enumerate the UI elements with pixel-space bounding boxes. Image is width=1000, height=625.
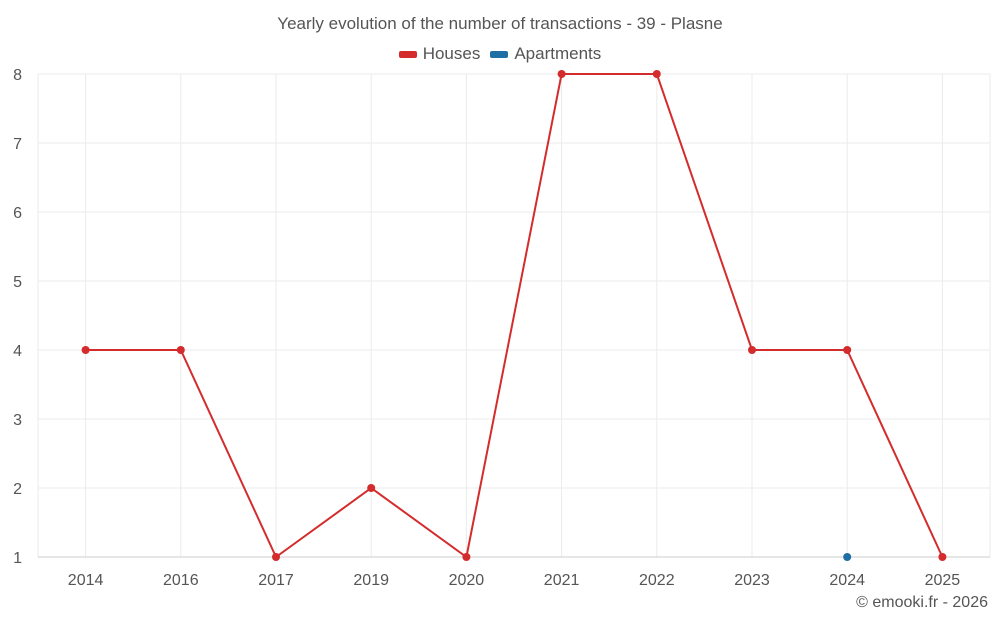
y-tick-label: 1: [13, 550, 22, 567]
x-tick-label: 2025: [925, 572, 961, 589]
x-tick-label: 2016: [163, 572, 199, 589]
data-point-houses: [938, 553, 947, 561]
data-point-apartments: [843, 553, 852, 561]
legend-item-houses[interactable]: Houses: [398, 44, 481, 64]
y-tick-label: 4: [13, 343, 22, 360]
y-tick-label: 8: [13, 67, 22, 84]
data-point-houses: [557, 70, 566, 78]
x-tick-label: 2024: [829, 572, 865, 589]
x-tick-label: 2020: [449, 572, 485, 589]
data-point-houses: [462, 553, 471, 561]
x-tick-label: 2023: [734, 572, 770, 589]
legend: Houses Apartments: [0, 44, 1000, 64]
x-tick-label: 2014: [68, 572, 104, 589]
data-point-houses: [367, 484, 376, 492]
y-tick-label: 3: [13, 412, 22, 429]
data-point-houses: [176, 346, 185, 354]
legend-label-houses: Houses: [422, 44, 481, 63]
x-tick-label: 2019: [353, 572, 389, 589]
footer-credit: © emooki.fr - 2026: [856, 594, 988, 611]
x-tick-label: 2017: [258, 572, 294, 589]
y-tick-label: 2: [13, 481, 22, 498]
x-tick-label: 2021: [544, 572, 580, 589]
legend-label-apartments: Apartments: [514, 44, 602, 63]
chart-title: Yearly evolution of the number of transa…: [277, 14, 723, 33]
legend-swatch-apartments: [490, 50, 509, 58]
legend-item-apartments[interactable]: Apartments: [490, 44, 601, 64]
y-tick-label: 7: [13, 136, 22, 153]
data-point-houses: [748, 346, 756, 354]
series-line-houses: [85, 73, 944, 559]
data-point-houses: [843, 346, 852, 354]
data-point-houses: [652, 70, 661, 78]
x-tick-label: 2022: [639, 572, 675, 589]
legend-swatch-houses: [398, 50, 417, 58]
data-point-houses: [272, 553, 280, 561]
data-point-houses: [81, 346, 90, 354]
y-tick-label: 5: [13, 274, 22, 291]
y-tick-label: 6: [13, 205, 22, 222]
